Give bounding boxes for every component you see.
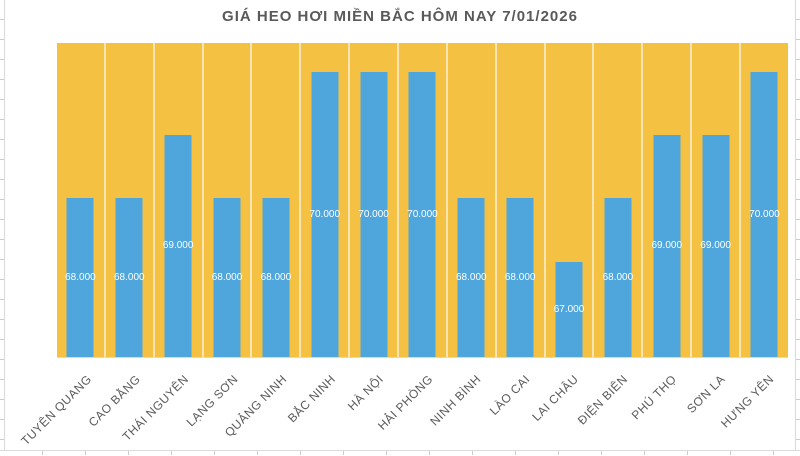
bar[interactable]: 68.000	[211, 198, 243, 357]
category-label: LAI CHÂU	[529, 372, 582, 424]
category-column: 70.000	[741, 43, 788, 357]
category-axis: TUYÊN QUANG CAO BẰNG THÁI NGUYÊN LẠNG SƠN QU…	[18, 358, 788, 450]
category-column: 69.000	[692, 43, 742, 357]
category-label: HÀ NỘI	[345, 372, 387, 414]
bar-value-label: 68.000	[113, 272, 145, 284]
category-column: 68.000	[252, 43, 302, 357]
category-column: 67.000	[546, 43, 595, 357]
category-column: 68.000	[448, 43, 497, 357]
category-label: SƠN LA	[683, 372, 728, 416]
category-label: LÀO CAI	[486, 372, 533, 418]
bar[interactable]: 68.000	[113, 198, 145, 357]
bar[interactable]: 68.000	[456, 198, 487, 357]
category-label: ĐIỆN BIÊN	[574, 372, 631, 428]
plot-area[interactable]: 68.000 68.000 69.000 68.000 68.000 70.000 70.0…	[57, 43, 788, 358]
category-column: 69.000	[643, 43, 693, 357]
sheet-gridline-right	[795, 0, 800, 450]
bar-value-label: 68.000	[456, 272, 487, 284]
category-label: TUYÊN QUANG	[18, 372, 95, 449]
category-column: 69.000	[155, 43, 204, 357]
category-column: 70.000	[399, 43, 448, 357]
bar-value-label: 67.000	[553, 303, 585, 315]
category-column: 68.000	[497, 43, 546, 357]
chart-title[interactable]: GIÁ HEO HƠI MIỀN BẮC HÔM NAY 7/01/2026	[222, 8, 578, 25]
bar[interactable]: 70.000	[309, 71, 341, 357]
chart-area[interactable]: GIÁ HEO HƠI MIỀN BẮC HÔM NAY 7/01/2026 6…	[5, 0, 795, 450]
category-label: PHÚ THỌ	[628, 372, 680, 423]
bar[interactable]: 70.000	[749, 71, 780, 357]
bar-value-label: 68.000	[211, 272, 243, 284]
bar[interactable]: 69.000	[700, 134, 731, 357]
bar-value-label: 68.000	[260, 272, 292, 284]
bar-value-label: 68.000	[504, 272, 536, 284]
category-column: 70.000	[350, 43, 400, 357]
bar[interactable]: 69.000	[651, 134, 683, 357]
bar-value-label: 70.000	[749, 208, 780, 220]
category-column: 70.000	[301, 43, 351, 357]
bar[interactable]: 68.000	[65, 198, 96, 357]
bar-value-label: 70.000	[309, 208, 341, 220]
category-label: BẮC NINH	[284, 372, 338, 426]
bar-value-label: 68.000	[65, 272, 96, 284]
bar[interactable]: 68.000	[504, 198, 536, 357]
category-column: 68.000	[594, 43, 644, 357]
category-column: 68.000	[204, 43, 253, 357]
bar-value-label: 69.000	[700, 240, 731, 252]
bar[interactable]: 70.000	[358, 71, 389, 357]
category-column: 68.000	[57, 43, 106, 357]
bar[interactable]: 68.000	[260, 198, 292, 357]
bar-value-label: 69.000	[651, 240, 683, 252]
bar-value-label: 68.000	[602, 272, 634, 284]
category-label: NINH BÌNH	[427, 372, 485, 429]
category-column: 68.000	[106, 43, 155, 357]
bar[interactable]: 67.000	[553, 261, 585, 357]
bar-value-label: 70.000	[358, 208, 389, 220]
bar[interactable]: 70.000	[407, 71, 438, 357]
bar[interactable]: 68.000	[602, 198, 634, 357]
sheet-gridline-bottom	[0, 450, 800, 455]
bar-value-label: 70.000	[407, 208, 438, 220]
bar-value-label: 69.000	[162, 240, 194, 252]
sheet-gridline-left	[0, 0, 5, 450]
bar[interactable]: 69.000	[162, 134, 194, 357]
